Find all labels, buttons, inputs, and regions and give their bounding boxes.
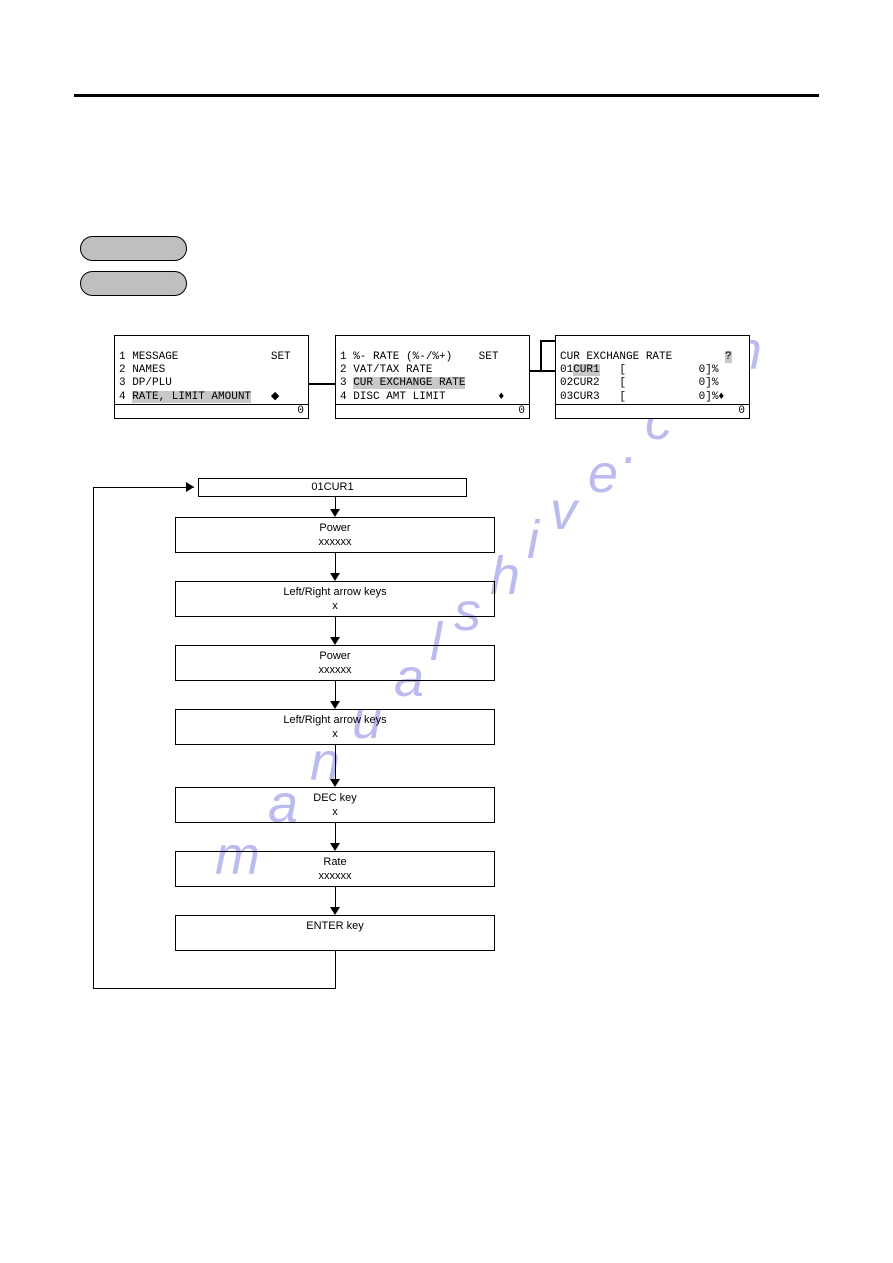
- flow-arrow-stem-4: [335, 681, 336, 703]
- flow-box-4-line2: x: [176, 727, 494, 741]
- lcd2-line2: 2 VAT/TAX RATE: [340, 364, 432, 376]
- arrow-right-icon: [186, 482, 194, 492]
- flow-box-7-line1: ENTER key: [176, 919, 494, 933]
- flow-box-4-line1: Left/Right arrow keys: [176, 713, 494, 727]
- flow-box-3: Power xxxxxx: [175, 645, 495, 681]
- flow-box-6-line1: Rate: [176, 855, 494, 869]
- lcd2-line3-prefix: 3: [340, 377, 353, 389]
- arrow-down-icon: [330, 907, 340, 915]
- lcd2-line4: 4 DISC AMT LIMIT: [340, 391, 446, 403]
- connector-2: [530, 370, 555, 372]
- flow-box-2-line1: Left/Right arrow keys: [176, 585, 494, 599]
- flow-box-1-line2: xxxxxx: [176, 535, 494, 549]
- lcd1-line1-left: 1 MESSAGE: [119, 351, 178, 363]
- lcd3-title: CUR EXCHANGE RATE: [560, 351, 672, 363]
- lcd2-line3-highlight: CUR EXCHANGE RATE: [353, 377, 465, 389]
- lcd3-row1-value: [ 0]%: [600, 364, 719, 376]
- lcd2-footer: 0: [336, 404, 529, 418]
- connector-2a: [540, 340, 542, 372]
- connector-1: [309, 383, 335, 385]
- pill-button-2[interactable]: [80, 271, 187, 296]
- flow-box-3-line1: Power: [176, 649, 494, 663]
- flow-arrow-stem-5: [335, 745, 336, 781]
- flow-loop-left: [93, 487, 94, 989]
- arrow-down-icon: [330, 843, 340, 851]
- arrow-down-icon: [330, 701, 340, 709]
- flow-box-2: Left/Right arrow keys x: [175, 581, 495, 617]
- updown-icon: ♦: [718, 390, 724, 402]
- lcd1-line1-right: SET: [271, 351, 291, 363]
- lcd3-help: ?: [725, 351, 732, 363]
- pill-button-1[interactable]: [80, 236, 187, 261]
- flow-loop-top: [93, 487, 194, 488]
- flow-box-5: DEC key x: [175, 787, 495, 823]
- flow-loop-bottom: [93, 988, 336, 989]
- arrow-down-icon: [330, 509, 340, 517]
- lcd1-line3: 3 DP/PLU: [119, 377, 172, 389]
- watermark: i: [527, 509, 540, 571]
- lcd1-footer: 0: [115, 404, 308, 418]
- lcd3-row2: 02CUR2 [ 0]%: [560, 377, 718, 389]
- lcd3-footer: 0: [556, 404, 749, 418]
- flow-box-5-line1: DEC key: [176, 791, 494, 805]
- flow-box-1-line1: Power: [176, 521, 494, 535]
- lcd-panel-3: CUR EXCHANGE RATE ? 01CUR1 [ 0]% 02CUR2 …: [555, 335, 750, 419]
- flow-arrow-stem-6: [335, 823, 336, 845]
- updown-icon: ♦: [498, 390, 504, 402]
- flow-box-2-line2: x: [176, 599, 494, 613]
- flow-arrow-stem-3: [335, 617, 336, 639]
- flow-start: 01CUR1: [198, 478, 467, 497]
- watermark: v: [550, 480, 578, 542]
- top-rule: [74, 94, 819, 97]
- lcd-panel-1: 1 MESSAGE SET 2 NAMES 3 DP/PLU 4 RATE, L…: [114, 335, 309, 419]
- flow-arrow-stem-7: [335, 887, 336, 909]
- flow-box-1: Power xxxxxx: [175, 517, 495, 553]
- flow-box-7: ENTER key: [175, 915, 495, 951]
- lcd3-row3: 03CUR3 [ 0]%: [560, 391, 718, 403]
- connector-2b: [540, 340, 555, 342]
- flow-arrow-stem-2: [335, 553, 336, 575]
- lcd-panel-2: 1 %- RATE (%-/%+) SET 2 VAT/TAX RATE 3 C…: [335, 335, 530, 419]
- lcd2-line1-right: SET: [479, 351, 499, 363]
- watermark: .: [623, 414, 639, 476]
- flow-box-3-line2: xxxxxx: [176, 663, 494, 677]
- arrow-down-icon: [330, 779, 340, 787]
- diamond-icon: ◆: [271, 390, 279, 402]
- flow-box-6: Rate xxxxxx: [175, 851, 495, 887]
- flow-arrow-stem-8: [335, 951, 336, 988]
- watermark: e: [588, 443, 619, 505]
- lcd3-row1-prefix: 01: [560, 364, 573, 376]
- flow-box-6-line2: xxxxxx: [176, 869, 494, 883]
- lcd1-line4-prefix: 4: [119, 391, 132, 403]
- lcd1-line4-highlight: RATE, LIMIT AMOUNT: [132, 391, 251, 403]
- arrow-down-icon: [330, 637, 340, 645]
- lcd1-line2: 2 NAMES: [119, 364, 165, 376]
- flow-box-5-line2: x: [176, 805, 494, 819]
- lcd3-row1-highlight: CUR1: [573, 364, 599, 376]
- arrow-down-icon: [330, 573, 340, 581]
- flow-box-4: Left/Right arrow keys x: [175, 709, 495, 745]
- lcd2-line1-left: 1 %- RATE (%-/%+): [340, 351, 452, 363]
